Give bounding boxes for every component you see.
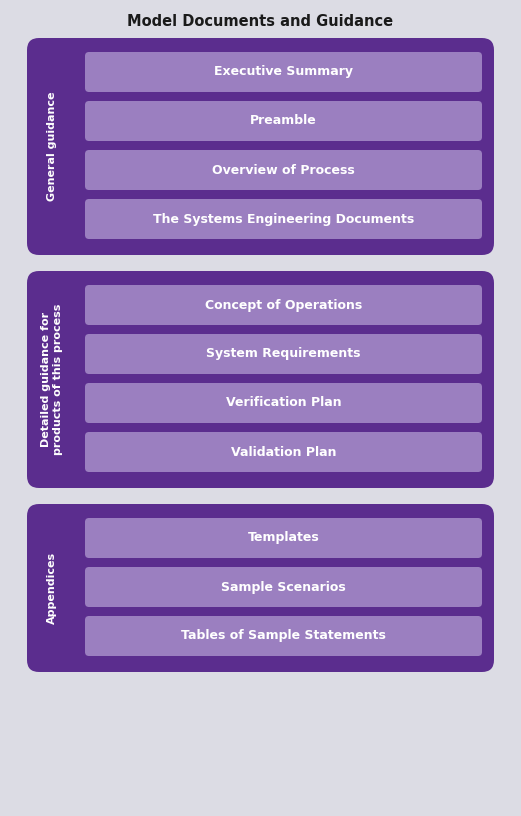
FancyBboxPatch shape bbox=[85, 383, 482, 423]
Text: General guidance: General guidance bbox=[47, 91, 57, 202]
Text: Sample Scenarios: Sample Scenarios bbox=[221, 580, 346, 593]
Text: The Systems Engineering Documents: The Systems Engineering Documents bbox=[153, 212, 414, 225]
Text: Model Documents and Guidance: Model Documents and Guidance bbox=[128, 14, 393, 29]
Text: Concept of Operations: Concept of Operations bbox=[205, 299, 362, 312]
Text: Appendices: Appendices bbox=[47, 552, 57, 624]
Text: System Requirements: System Requirements bbox=[206, 348, 361, 361]
FancyBboxPatch shape bbox=[27, 271, 494, 488]
FancyBboxPatch shape bbox=[85, 150, 482, 190]
Text: Verification Plan: Verification Plan bbox=[226, 397, 341, 410]
FancyBboxPatch shape bbox=[85, 567, 482, 607]
FancyBboxPatch shape bbox=[85, 518, 482, 558]
Text: Tables of Sample Statements: Tables of Sample Statements bbox=[181, 629, 386, 642]
FancyBboxPatch shape bbox=[85, 101, 482, 141]
FancyBboxPatch shape bbox=[85, 285, 482, 325]
Text: Detailed guidance for
products of this process: Detailed guidance for products of this p… bbox=[41, 304, 63, 455]
Text: Overview of Process: Overview of Process bbox=[212, 163, 355, 176]
FancyBboxPatch shape bbox=[27, 38, 494, 255]
Text: Templates: Templates bbox=[247, 531, 319, 544]
FancyBboxPatch shape bbox=[85, 432, 482, 472]
Text: Preamble: Preamble bbox=[250, 114, 317, 127]
FancyBboxPatch shape bbox=[85, 616, 482, 656]
FancyBboxPatch shape bbox=[85, 52, 482, 92]
FancyBboxPatch shape bbox=[27, 504, 494, 672]
Text: Validation Plan: Validation Plan bbox=[231, 446, 336, 459]
Text: Executive Summary: Executive Summary bbox=[214, 65, 353, 78]
FancyBboxPatch shape bbox=[85, 334, 482, 374]
FancyBboxPatch shape bbox=[85, 199, 482, 239]
